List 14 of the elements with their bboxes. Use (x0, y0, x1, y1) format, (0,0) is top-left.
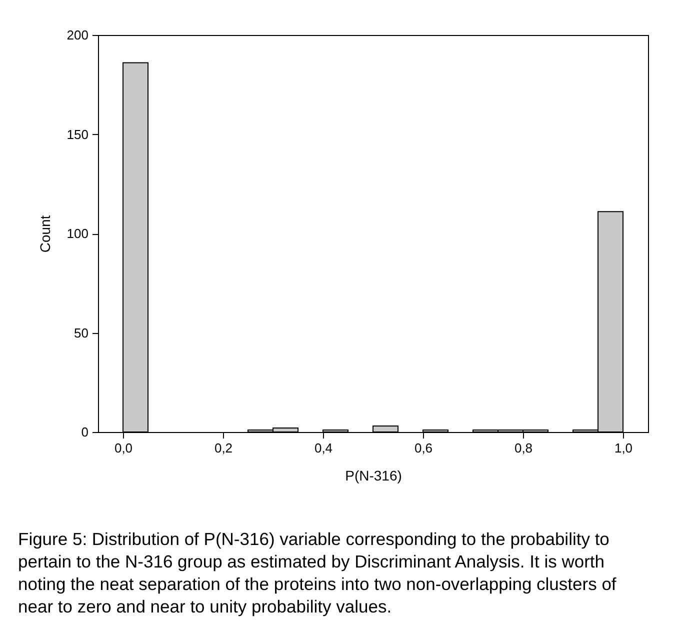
y-tick-label: 200 (66, 28, 88, 42)
caption: Figure 5: Distribution of P(N-316) variable corresponding to the probability to pertain to the N-316 group as estimated by Discriminant Analysis. It is worth noting the neat separation of the proteins into two non-overlapping clusters of near to zero and near to unity probability values. (18, 529, 616, 616)
y-tick-label: 0 (81, 424, 88, 440)
x-tick-label: 1,0 (614, 440, 633, 456)
x-tick-label: 0,8 (514, 440, 533, 456)
y-tick-label: 50 (74, 325, 88, 340)
x-tick-label: 0,6 (414, 440, 433, 456)
x-axis-title: P(N-316) (345, 468, 402, 484)
y-tick-label: 150 (66, 126, 88, 142)
x-tick-label: 0,4 (314, 440, 333, 456)
x-tick-label: 0,0 (114, 440, 133, 456)
x-tick-label: 0,2 (214, 440, 233, 456)
y-tick-label: 100 (66, 226, 88, 241)
y-axis-title: Count (36, 215, 53, 253)
